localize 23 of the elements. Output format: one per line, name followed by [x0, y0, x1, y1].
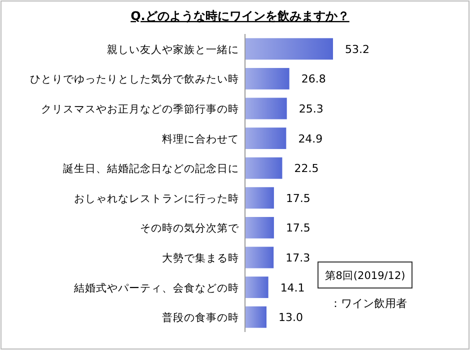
data-label: 13.0 [278, 311, 304, 324]
data-label: 24.9 [298, 132, 323, 146]
y-tick-label: 普段の食事の時 [162, 311, 239, 324]
annotation: ：ワイン飲用者 [330, 297, 407, 310]
y-tick-label: 大勢で集まる時 [162, 252, 239, 264]
y-tick-label: クリスマスやお正月などの季節行事の時 [41, 102, 239, 116]
annotation: 第8回(2019/12) [324, 270, 406, 282]
y-tick-label: 結婚式やパーティ、会食などの時 [73, 281, 239, 294]
y-tick-label: 親しい友人や家族と一緒に [107, 42, 239, 56]
data-label: 26.8 [301, 72, 326, 86]
data-label: 25.3 [298, 102, 324, 116]
y-tick-label: その時の気分次第で [140, 222, 240, 235]
data-label: 14.1 [280, 281, 305, 294]
data-label: 17.5 [286, 192, 310, 205]
y-tick-label: 料理に合わせて [162, 132, 239, 146]
data-label: 17.5 [286, 222, 310, 235]
y-tick-label: おしゃれなレストランに行った時 [74, 192, 239, 205]
y-tick-label: ひとりでゆったりとした気分で飲みたい時 [30, 72, 239, 86]
chart-title: Q.どのような時にワインを飲みますか？ [130, 9, 350, 23]
data-label: 22.5 [294, 162, 319, 176]
data-label: 53.2 [345, 42, 370, 56]
y-tick-label: 誕生日、結婚記念日などの記念日に [63, 162, 239, 176]
data-label: 17.3 [286, 252, 310, 264]
